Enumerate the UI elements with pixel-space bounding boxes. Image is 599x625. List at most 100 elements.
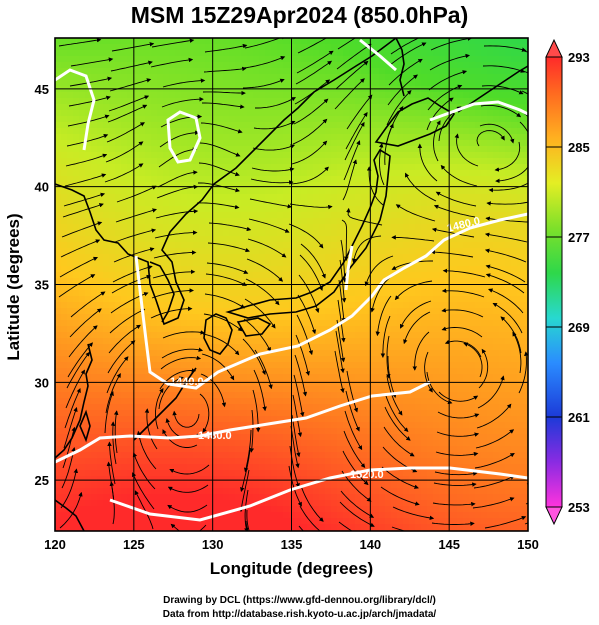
streamline bbox=[62, 426, 76, 469]
y-tick-label: 25 bbox=[35, 473, 49, 488]
streamline bbox=[472, 497, 515, 509]
streamline bbox=[403, 311, 431, 345]
streamline bbox=[204, 293, 246, 309]
streamline bbox=[426, 97, 454, 131]
streamline bbox=[249, 198, 293, 209]
streamline bbox=[519, 121, 528, 134]
streamline bbox=[243, 429, 252, 473]
streamline bbox=[109, 481, 115, 525]
streamline bbox=[64, 387, 81, 429]
streamline bbox=[107, 340, 136, 374]
contour-label: 1520.0 bbox=[350, 469, 384, 481]
streamline bbox=[107, 104, 148, 123]
streamline bbox=[200, 373, 227, 408]
streamline bbox=[412, 331, 430, 371]
contour-label: 1480.0 bbox=[198, 430, 232, 442]
streamline bbox=[198, 162, 240, 177]
coastline-taiwan bbox=[79, 409, 91, 443]
streamline bbox=[112, 265, 153, 283]
streamline bbox=[442, 268, 486, 278]
streamline bbox=[202, 102, 245, 109]
streamline bbox=[337, 38, 357, 50]
streamline bbox=[291, 140, 328, 165]
streamline bbox=[431, 227, 475, 238]
streamline bbox=[296, 314, 314, 356]
wind-streamlines bbox=[58, 38, 548, 531]
streamline bbox=[346, 370, 359, 413]
streamline bbox=[440, 164, 478, 187]
streamline bbox=[58, 38, 102, 47]
streamline bbox=[113, 410, 119, 454]
streamline bbox=[106, 122, 145, 143]
streamline bbox=[345, 390, 360, 432]
streamline bbox=[200, 122, 243, 134]
streamline bbox=[389, 42, 427, 66]
streamline bbox=[170, 523, 207, 531]
contour-line-1520 bbox=[109, 466, 528, 522]
streamline bbox=[290, 425, 300, 469]
streamline bbox=[476, 130, 505, 147]
streamline bbox=[162, 330, 205, 339]
streamline bbox=[247, 238, 287, 258]
streamline bbox=[299, 505, 321, 531]
streamline bbox=[485, 273, 525, 294]
streamline bbox=[292, 118, 328, 145]
coastline-honshu bbox=[225, 148, 391, 319]
streamline bbox=[386, 90, 412, 126]
streamline bbox=[204, 43, 248, 53]
plot-frame bbox=[54, 37, 529, 532]
streamline bbox=[483, 45, 527, 52]
streamline bbox=[105, 141, 144, 163]
streamline bbox=[293, 374, 305, 417]
streamline bbox=[246, 258, 284, 282]
streamline bbox=[343, 430, 366, 468]
streamline bbox=[485, 216, 528, 223]
streamline bbox=[434, 471, 478, 476]
streamline bbox=[300, 485, 324, 522]
streamline bbox=[199, 393, 210, 433]
streamline bbox=[60, 468, 79, 509]
streamline bbox=[431, 521, 475, 526]
streamline bbox=[341, 219, 349, 262]
streamline bbox=[488, 182, 528, 193]
streamline bbox=[151, 38, 195, 48]
streamline bbox=[383, 426, 415, 457]
colorbar-bottom-arrow bbox=[545, 506, 563, 526]
streamline bbox=[60, 239, 101, 258]
streamline bbox=[338, 279, 346, 323]
streamline bbox=[202, 90, 246, 96]
x-tick-label: 150 bbox=[517, 537, 539, 552]
streamline bbox=[366, 166, 384, 206]
colorbar-gradient bbox=[545, 56, 563, 508]
coastline-hokkaido bbox=[374, 97, 456, 147]
streamline bbox=[481, 85, 524, 95]
streamline bbox=[68, 325, 98, 358]
streamline bbox=[208, 222, 252, 232]
y-tick-label: 40 bbox=[35, 180, 49, 195]
height-contours bbox=[55, 38, 528, 522]
streamline bbox=[162, 429, 198, 448]
contour-line-1440-north bbox=[55, 38, 528, 291]
streamline bbox=[336, 319, 346, 363]
streamline bbox=[161, 96, 204, 108]
streamline bbox=[430, 38, 473, 51]
coastline-kyushu bbox=[203, 313, 233, 355]
coastline-sakhalin bbox=[395, 38, 405, 97]
colorbar-tick-label: 293 bbox=[568, 50, 590, 65]
streamline bbox=[245, 520, 249, 531]
streamline bbox=[394, 280, 433, 301]
streamline bbox=[290, 166, 329, 185]
streamline bbox=[288, 223, 324, 249]
streamline bbox=[198, 182, 240, 193]
streamline bbox=[167, 484, 209, 493]
streamline bbox=[531, 375, 548, 413]
streamline bbox=[156, 184, 199, 199]
streamline bbox=[144, 408, 158, 450]
coastline-asia-mainland bbox=[55, 38, 397, 326]
streamline bbox=[344, 121, 365, 161]
streamline bbox=[432, 501, 476, 507]
streamline bbox=[65, 369, 85, 409]
streamline bbox=[299, 254, 324, 292]
streamline bbox=[199, 142, 241, 157]
